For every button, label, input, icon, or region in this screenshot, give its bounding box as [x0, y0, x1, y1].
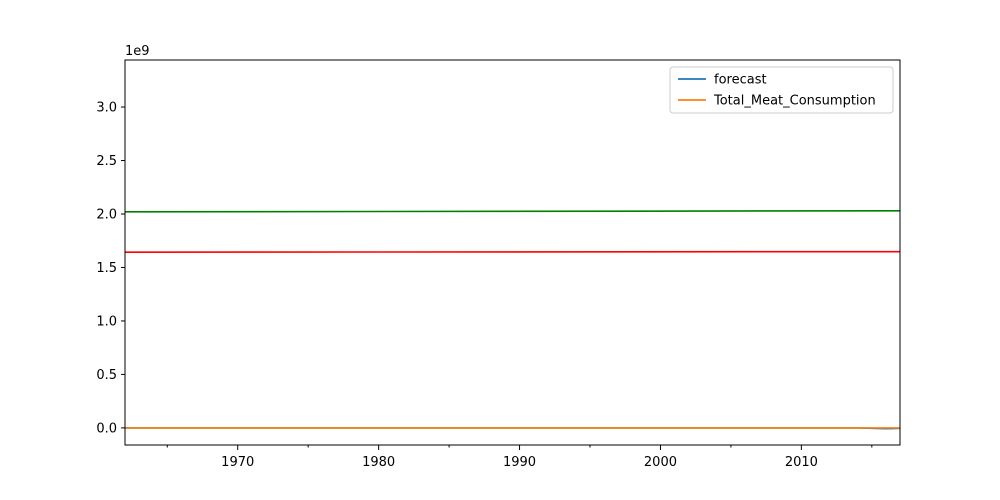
legend-box [669, 66, 894, 114]
series-layer [124, 209, 901, 430]
x-tick-label: 1990 [503, 455, 536, 470]
legend-label: Total_Meat_Consumption [713, 94, 876, 109]
y-tick-label: 1.0 [96, 314, 117, 329]
y-tick-label: 2.0 [96, 208, 117, 223]
x-tick-label: 2000 [644, 455, 677, 470]
legend: forecast Total_Meat_Consumption [669, 66, 894, 114]
axis-layer: 0.0 0.5 1.0 1.5 2.0 2.5 3.0 1970 1980 1990 2000 201… [96, 101, 873, 470]
y-tick-label: 0.0 [96, 421, 117, 436]
series-line-3 [124, 250, 901, 253]
y-tick-label: 2.5 [96, 154, 117, 169]
series-line-2 [124, 209, 901, 213]
y-tick-label: 0.5 [96, 368, 117, 383]
x-tick-label: 1980 [362, 455, 395, 470]
x-tick-label: 1970 [221, 455, 254, 470]
plot-frame [124, 59, 901, 446]
x-tick-label: 2010 [785, 455, 818, 470]
legend-label: forecast [714, 73, 767, 88]
y-tick-label: 3.0 [96, 101, 117, 116]
y-tick-label: 1.5 [96, 261, 117, 276]
y-offset-label: 1e9 [125, 44, 150, 59]
